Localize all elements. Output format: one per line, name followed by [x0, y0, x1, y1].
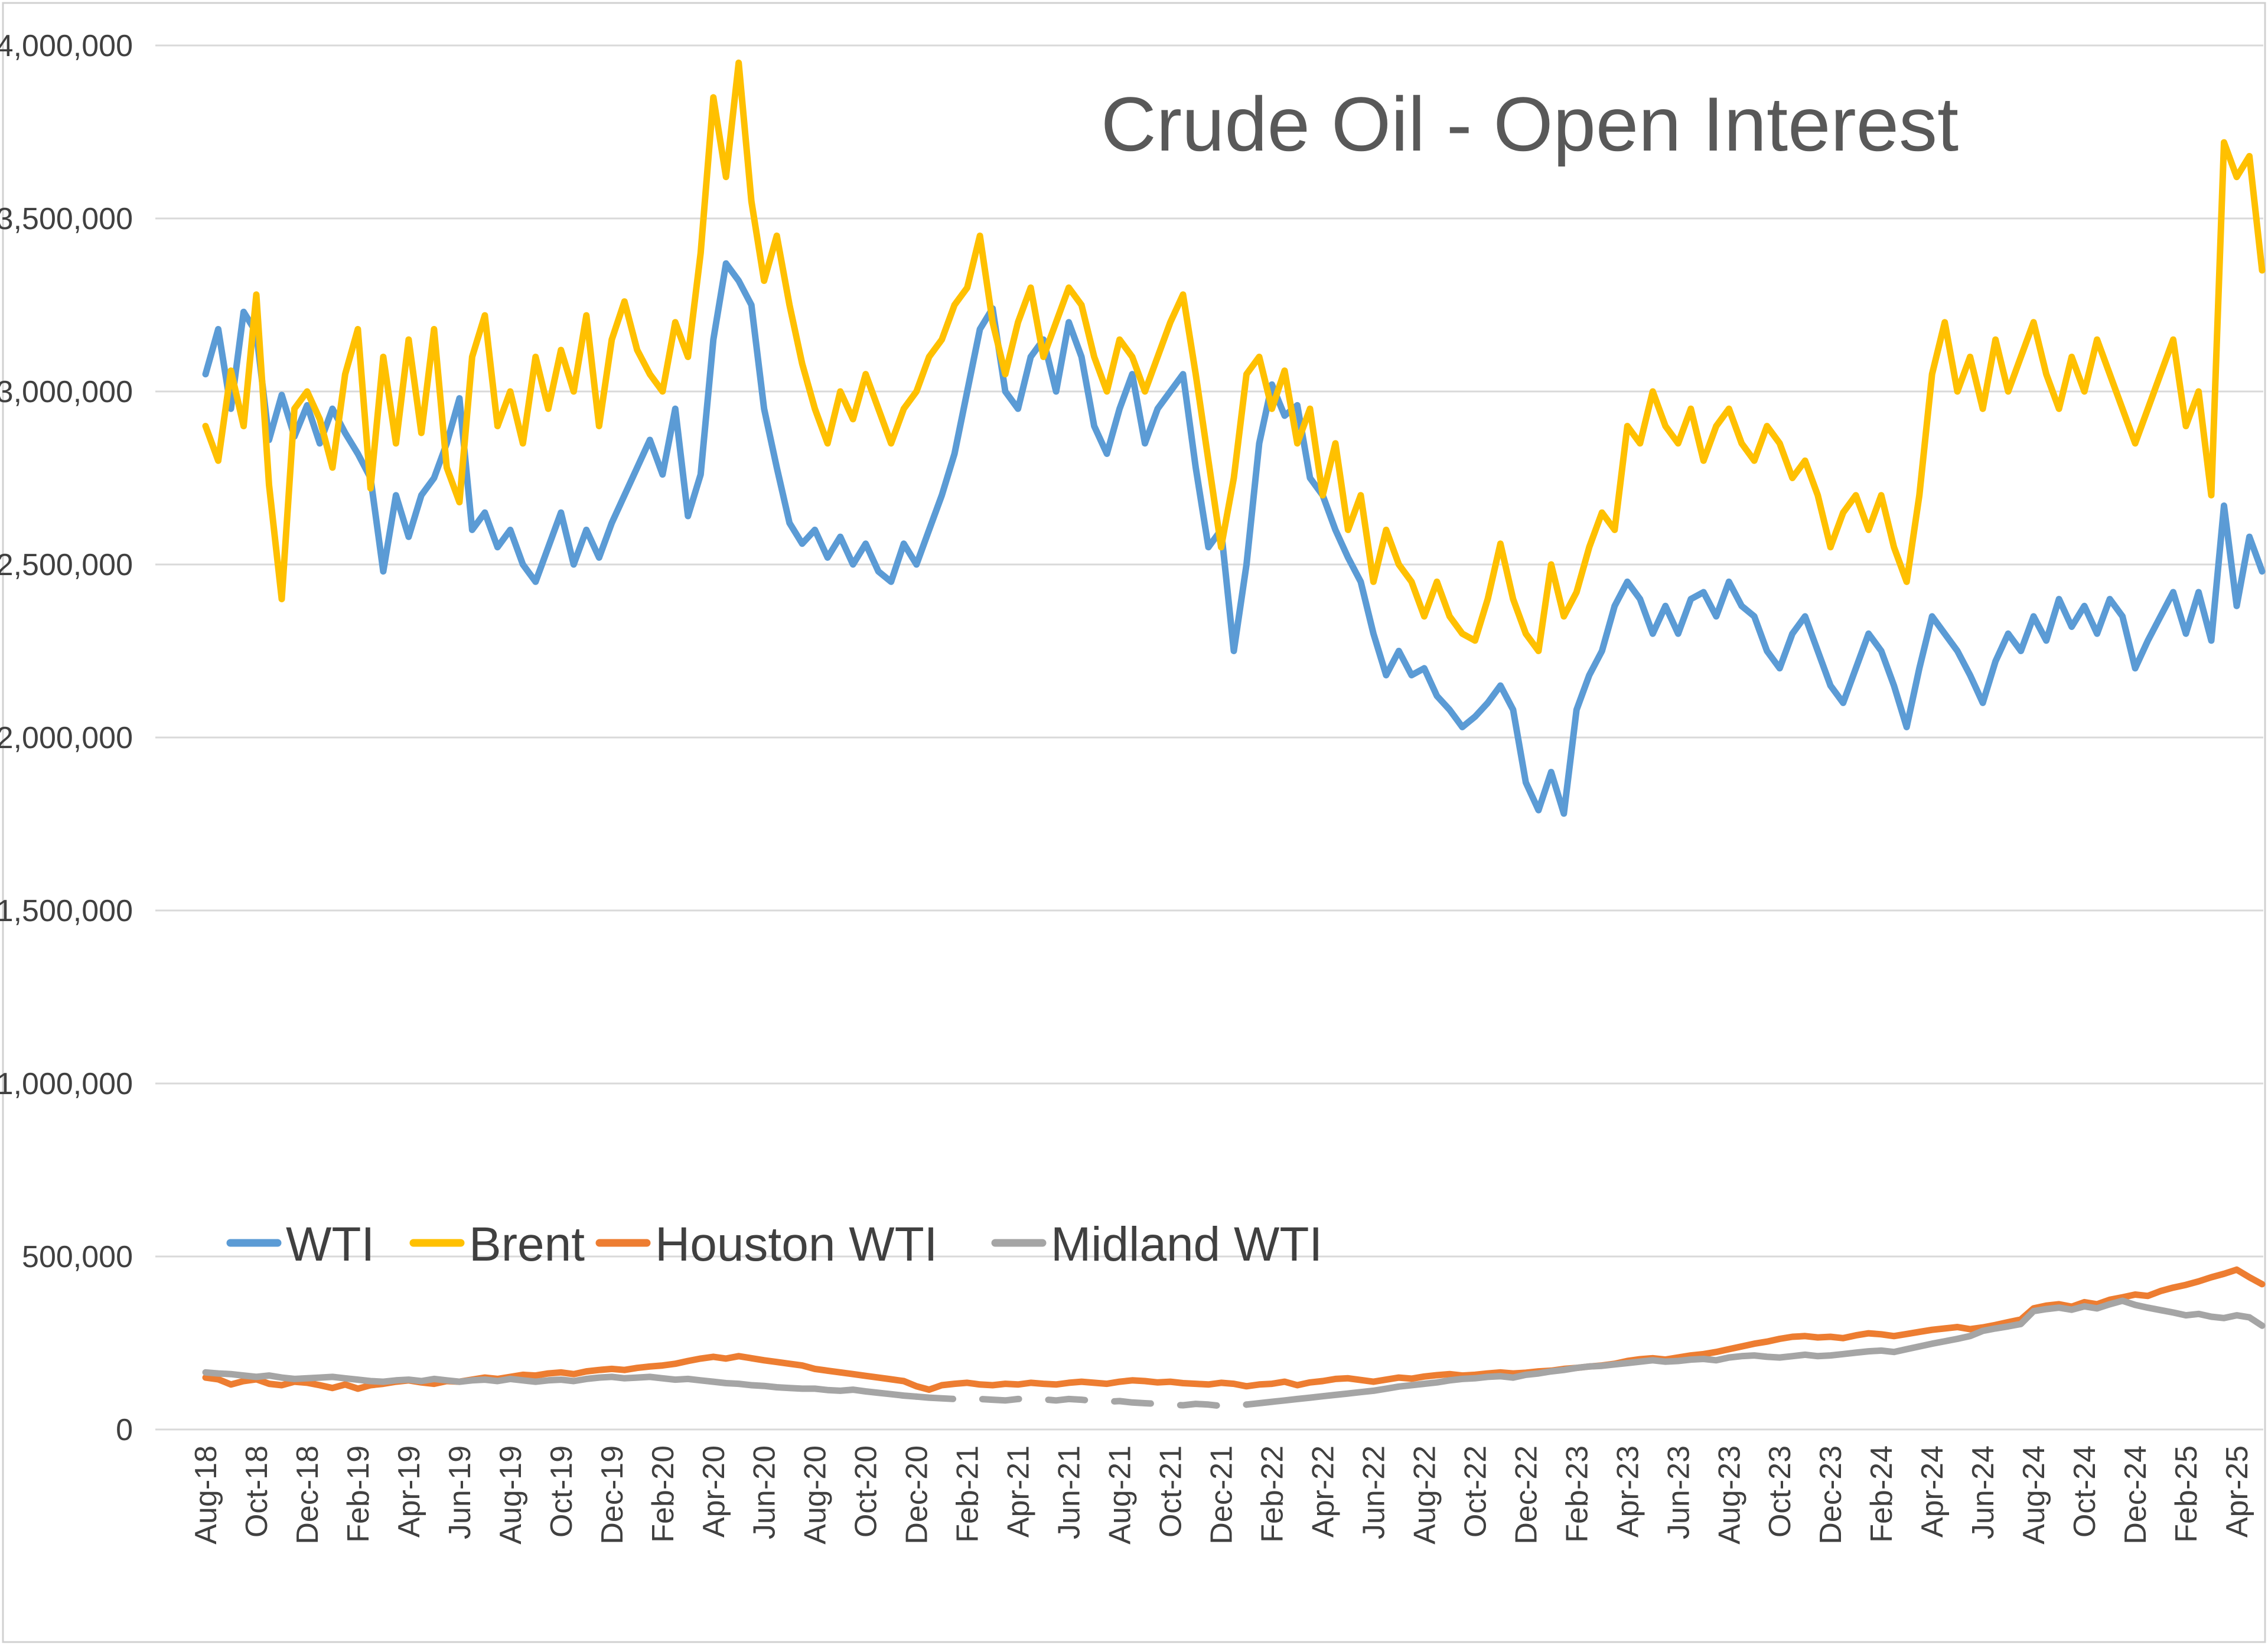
- y-axis-tick-label: 2,000,000: [0, 721, 133, 755]
- x-axis-tick-label: Oct-18: [240, 1445, 274, 1538]
- x-axis-tick-label: Jun-19: [443, 1445, 477, 1539]
- legend-label-houston-wti: Houston WTI: [655, 1218, 937, 1271]
- x-axis-tick-label: Dec-19: [595, 1445, 630, 1545]
- y-axis-tick-label: 500,000: [22, 1240, 133, 1274]
- legend-item-brent: Brent: [409, 1218, 585, 1271]
- x-axis-tick-label: Apr-21: [1002, 1445, 1036, 1538]
- x-axis-tick-label: Feb-22: [1255, 1445, 1289, 1543]
- x-axis-tick-label: Jun-22: [1357, 1445, 1391, 1539]
- series-line-midland-wti: [1243, 1297, 2266, 1408]
- legend: WTI Brent Houston WTI Midland WTI: [226, 1218, 1322, 1271]
- series-line-midland-wti-dashed: [913, 1393, 1250, 1409]
- series-line-midland-wti: [202, 1369, 920, 1400]
- x-axis-tick-label: Oct-22: [1458, 1445, 1493, 1538]
- x-axis-tick-label: Dec-24: [2119, 1445, 2153, 1545]
- x-axis-tick-label: Aug-23: [1712, 1445, 1746, 1545]
- x-axis-tick-label: Jun-24: [1966, 1445, 2000, 1539]
- x-axis-tick-label: Aug-24: [2017, 1445, 2051, 1545]
- series-line-houston-wti: [202, 1266, 2266, 1393]
- x-axis-tick-label: Aug-20: [799, 1445, 833, 1545]
- series-layer: [202, 59, 2266, 1409]
- legend-label-brent: Brent: [469, 1218, 585, 1271]
- x-axis-tick-label: Oct-19: [545, 1445, 579, 1538]
- x-axis-tick-label: Dec-22: [1509, 1445, 1543, 1545]
- x-axis-tick-label: Feb-21: [951, 1445, 985, 1543]
- x-axis-tick-label: Apr-24: [1915, 1445, 1950, 1538]
- series-line-wti: [202, 260, 2266, 817]
- x-axis-tick-label: Feb-23: [1560, 1445, 1594, 1543]
- x-axis-tick-label: Jun-21: [1052, 1445, 1087, 1539]
- x-axis-tick-label: Oct-23: [1763, 1445, 1797, 1538]
- legend-label-wti: WTI: [286, 1218, 374, 1271]
- x-axis-tick-label: Aug-19: [494, 1445, 528, 1545]
- y-axis-tick-label: 0: [116, 1413, 133, 1447]
- x-axis-tick-label: Oct-24: [2068, 1445, 2102, 1538]
- x-axis-tick-label: Dec-23: [1814, 1445, 1848, 1545]
- x-axis-tick-label: Dec-21: [1205, 1445, 1239, 1545]
- x-axis-tick-label: Apr-25: [2220, 1445, 2254, 1538]
- x-axis-tick-label: Aug-21: [1103, 1445, 1138, 1545]
- y-axis-tick-label: 1,000,000: [0, 1067, 133, 1101]
- chart-title: Crude Oil - Open Interest: [1101, 81, 1959, 167]
- x-axis-tick-label: Feb-19: [341, 1445, 376, 1543]
- x-axis-tick-label: Jun-20: [748, 1445, 782, 1539]
- x-axis-tick-label: Apr-23: [1611, 1445, 1645, 1538]
- legend-label-midland-wti: Midland WTI: [1051, 1218, 1322, 1271]
- legend-item-wti: WTI: [226, 1218, 374, 1271]
- series-line-brent: [202, 59, 2266, 654]
- legend-item-houston-wti: Houston WTI: [595, 1218, 937, 1271]
- x-axis-tick-label: Aug-18: [189, 1445, 223, 1545]
- x-axis-tick-label: Feb-24: [1865, 1445, 1899, 1543]
- y-axis-tick-label: 3,500,000: [0, 202, 133, 236]
- x-axis-tick-label: Aug-22: [1407, 1445, 1442, 1545]
- x-axis-tick-label: Apr-22: [1306, 1445, 1340, 1538]
- x-axis-tick-label: Oct-20: [849, 1445, 884, 1538]
- x-axis-tick-label: Apr-20: [697, 1445, 731, 1538]
- y-axis-tick-label: 1,500,000: [0, 894, 133, 928]
- y-axis-tick-label: 4,000,000: [0, 29, 133, 63]
- y-axis-tick-label: 3,000,000: [0, 375, 133, 409]
- x-axis-tick-label: Oct-21: [1154, 1445, 1188, 1538]
- y-axis-tick-label: 2,500,000: [0, 548, 133, 582]
- legend-item-midland-wti: Midland WTI: [991, 1218, 1322, 1271]
- x-axis-tick-label: Jun-23: [1661, 1445, 1696, 1539]
- x-axis-tick-label: Dec-20: [900, 1445, 934, 1545]
- x-axis-tick-label: Feb-25: [2169, 1445, 2204, 1543]
- axis-labels-layer: 0 500,000 1,000,000 1,500,000 2,000,000 2,500…: [0, 29, 2254, 1545]
- x-axis-tick-label: Apr-19: [392, 1445, 426, 1538]
- x-axis-tick-label: Feb-20: [646, 1445, 680, 1543]
- x-axis-tick-label: Dec-18: [291, 1445, 325, 1545]
- gridlines-layer: [155, 44, 2263, 1431]
